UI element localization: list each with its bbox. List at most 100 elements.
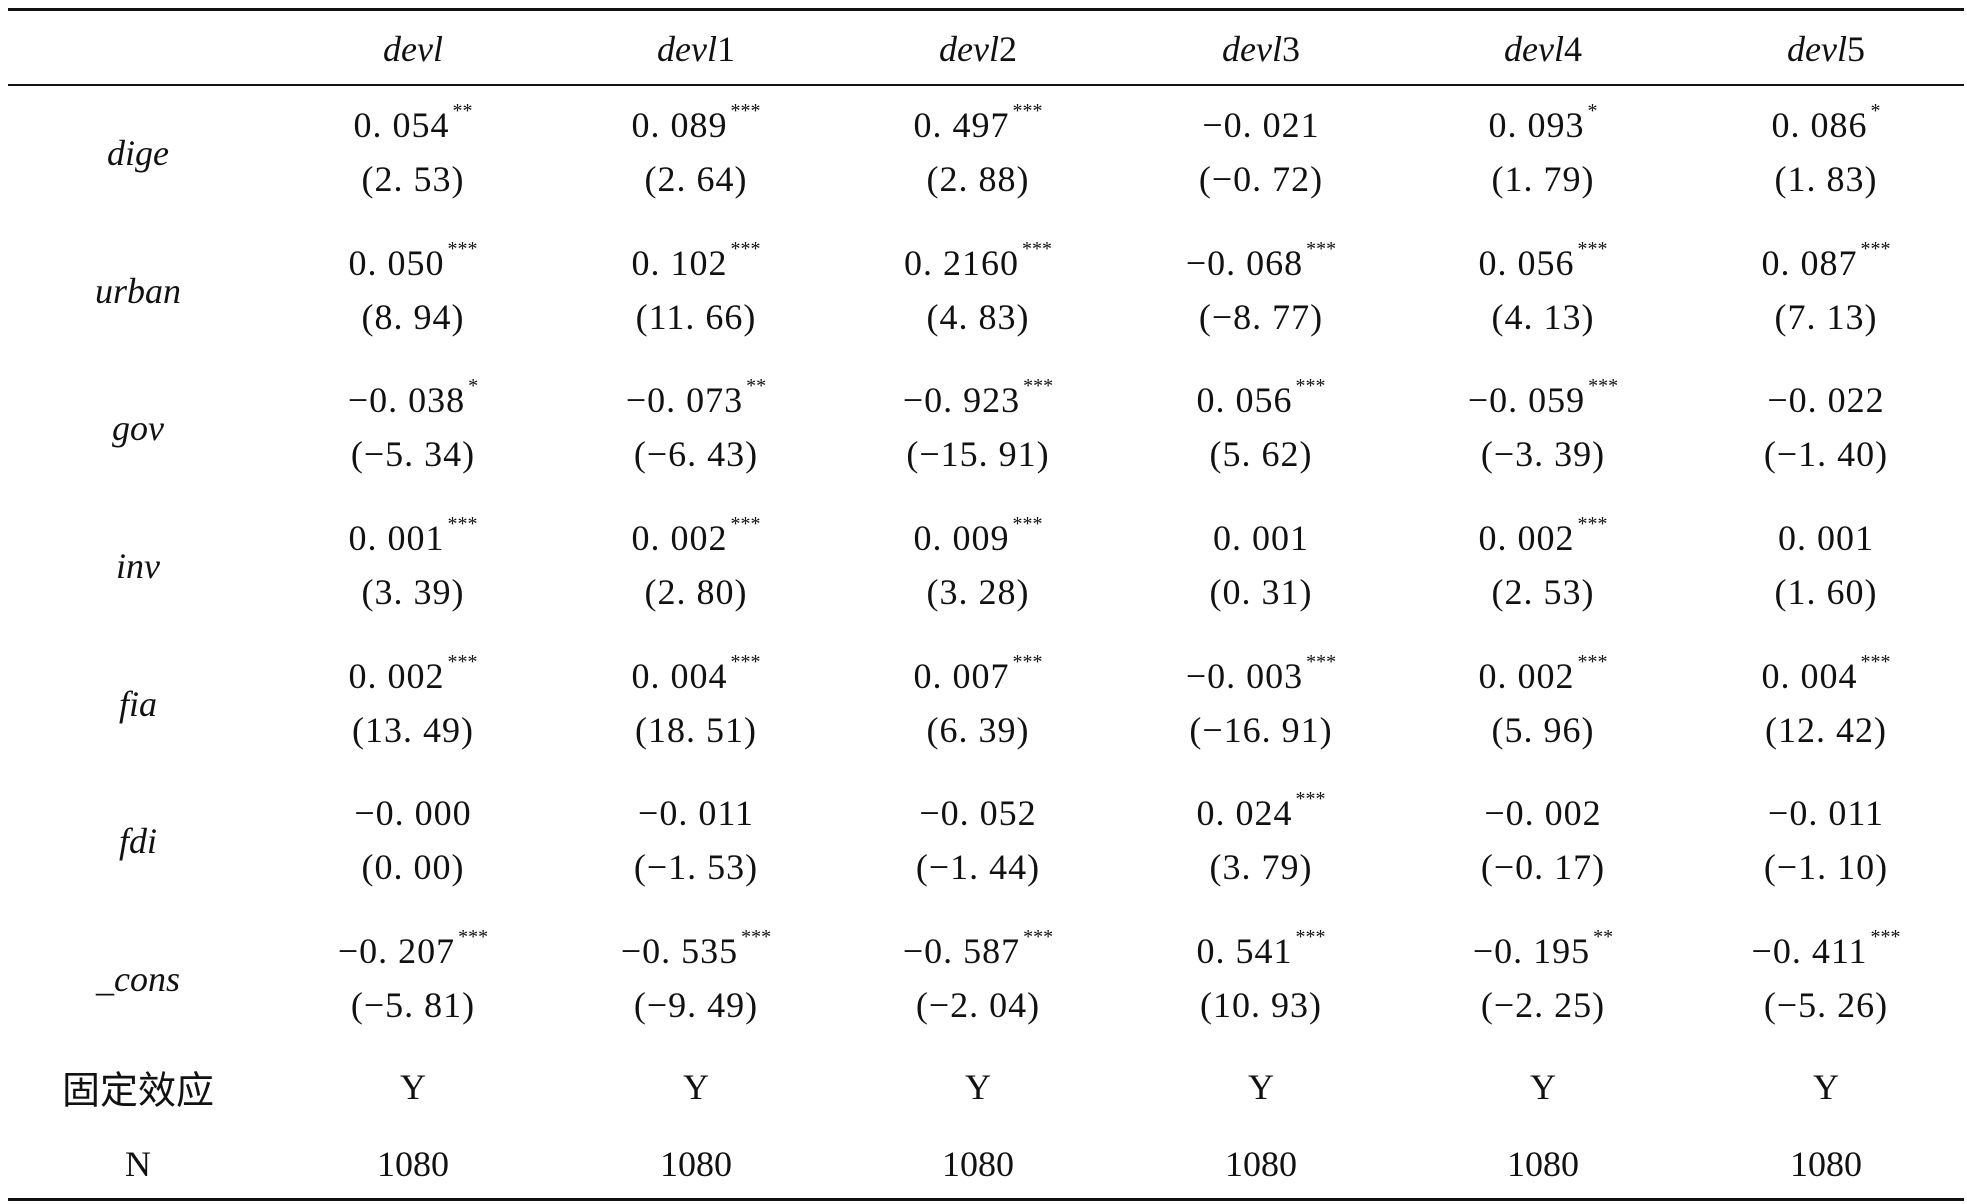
coefficient: 0. 002 *** [348, 652, 478, 696]
column-header: devl [383, 31, 443, 67]
t-statistic: (−2. 04) [915, 985, 1041, 1025]
t-statistic: (5. 62) [1209, 434, 1313, 474]
t-statistic: (−1. 10) [1763, 847, 1889, 887]
coefficient-value: −0. 411 [1751, 931, 1868, 971]
observations-value: 1080 [1225, 1144, 1297, 1184]
significance-stars: *** [1012, 513, 1043, 535]
significance-stars: *** [1577, 513, 1608, 535]
t-statistic: (2. 88) [926, 159, 1030, 199]
significance-stars: *** [1295, 926, 1326, 948]
column-header-base: devl [1222, 29, 1282, 69]
column-header-base: devl [1787, 29, 1847, 69]
t-statistic: (4. 13) [1491, 297, 1595, 337]
coefficient-value: 0. 2160 [904, 243, 1019, 283]
observations-label: N [125, 1144, 151, 1184]
coefficient: −0. 000 [354, 795, 471, 831]
coefficient: 0. 002 *** [1479, 514, 1608, 556]
coefficient: 0. 001 [1213, 520, 1309, 556]
column-header: devl5 [1787, 31, 1865, 67]
coefficient: −0. 011 [1768, 795, 1884, 831]
coefficient: −0. 059 *** [1468, 376, 1618, 418]
coefficient: −0. 021 [1202, 107, 1319, 143]
t-statistic: (13. 49) [352, 710, 474, 750]
coefficient: 0. 093 * [1489, 101, 1598, 143]
coefficient: −0. 052 [919, 795, 1036, 831]
column-header-number: 5 [1846, 29, 1865, 69]
coefficient: 0. 050 *** [349, 239, 478, 281]
observations-value: 1080 [1507, 1144, 1579, 1184]
significance-stars: *** [447, 651, 478, 673]
t-statistic: (−1. 44) [915, 847, 1041, 887]
fixed-effects-value: Y [1813, 1067, 1839, 1107]
column-header-base: devl [657, 29, 717, 69]
coefficient: −0. 002 [1484, 795, 1601, 831]
t-statistic: (7. 13) [1774, 297, 1878, 337]
t-statistic: (2. 53) [1491, 572, 1595, 612]
coefficient-value: 0. 004 [1761, 656, 1858, 696]
coefficient-value: 0. 087 [1761, 243, 1858, 283]
coefficient-value: −0. 021 [1202, 105, 1320, 145]
coefficient-value: 0. 056 [1196, 380, 1293, 420]
coefficient: −0. 073 ** [626, 376, 766, 418]
row-label: fdi [118, 821, 158, 861]
significance-stars: *** [730, 651, 761, 673]
coefficient-value: −0. 587 [902, 931, 1021, 971]
coefficient: 0. 089 *** [632, 101, 761, 143]
coefficient-value: 0. 002 [348, 656, 445, 696]
coefficient: −0. 011 [638, 795, 754, 831]
coefficient: 0. 002 *** [1478, 652, 1608, 696]
coefficient-value: 0. 086 [1771, 105, 1868, 145]
t-statistic: (4. 83) [926, 297, 1030, 337]
significance-stars: *** [1023, 375, 1054, 397]
coefficient-value: 0. 002 [1478, 656, 1575, 696]
column-header-base: devl [1504, 29, 1564, 69]
t-statistic: (−9. 49) [633, 985, 759, 1025]
coefficient: −0. 003 *** [1186, 652, 1336, 694]
t-statistic: (−3. 39) [1480, 434, 1606, 474]
row-label: gov [112, 408, 164, 448]
t-statistic: (−16. 91) [1189, 710, 1333, 750]
significance-stars: *** [1306, 238, 1337, 260]
coefficient: −0. 923 *** [902, 376, 1053, 420]
coefficient: 0. 087 *** [1761, 239, 1891, 283]
t-statistic: (2. 64) [644, 159, 748, 199]
observations-value: 1080 [660, 1144, 732, 1184]
regression-table: devl devl1 devl2 devl3 devl4 devl5 dige 0. 054… [8, 8, 1964, 1204]
significance-stars: *** [1577, 651, 1608, 673]
significance-stars: *** [458, 926, 489, 948]
t-statistic: (−8. 77) [1198, 297, 1324, 337]
coefficient-value: 0. 102 [631, 243, 728, 283]
row-label: _cons [96, 959, 180, 999]
significance-stars: *** [447, 513, 478, 535]
significance-stars: *** [1870, 926, 1901, 948]
t-statistic: (−0. 17) [1480, 847, 1606, 887]
significance-stars: *** [1295, 375, 1326, 397]
coefficient-value: −0. 022 [1767, 380, 1885, 420]
t-statistic: (2. 80) [644, 572, 748, 612]
row-label: dige [107, 133, 169, 173]
t-statistic: (6. 39) [926, 710, 1030, 750]
significance-stars: *** [1306, 651, 1337, 673]
t-statistic: (0. 31) [1209, 572, 1313, 612]
observations-value: 1080 [1790, 1144, 1862, 1184]
coefficient: −0. 587 *** [902, 927, 1053, 971]
significance-stars: *** [1022, 238, 1052, 260]
t-statistic: (−1. 53) [633, 847, 759, 887]
coefficient: 0. 001 [1778, 520, 1874, 556]
coefficient-value: 0. 001 [1778, 518, 1874, 558]
column-header-number: 3 [1281, 29, 1300, 69]
coefficient-value: 0. 056 [1478, 243, 1575, 283]
header-rule [8, 84, 1964, 86]
t-statistic: (8. 94) [361, 297, 465, 337]
fixed-effects-value: Y [400, 1067, 426, 1107]
t-statistic: (1. 83) [1774, 159, 1878, 199]
coefficient: 0. 001 *** [349, 514, 478, 556]
t-statistic: (18. 51) [635, 710, 757, 750]
significance-stars: *** [1295, 788, 1326, 810]
column-header: devl1 [657, 31, 735, 67]
coefficient: −0. 068 *** [1185, 239, 1336, 283]
coefficient-value: −0. 923 [902, 380, 1021, 420]
coefficient: 0. 541 *** [1197, 927, 1326, 969]
coefficient-value: −0. 068 [1185, 243, 1304, 283]
significance-stars: ** [746, 375, 767, 397]
